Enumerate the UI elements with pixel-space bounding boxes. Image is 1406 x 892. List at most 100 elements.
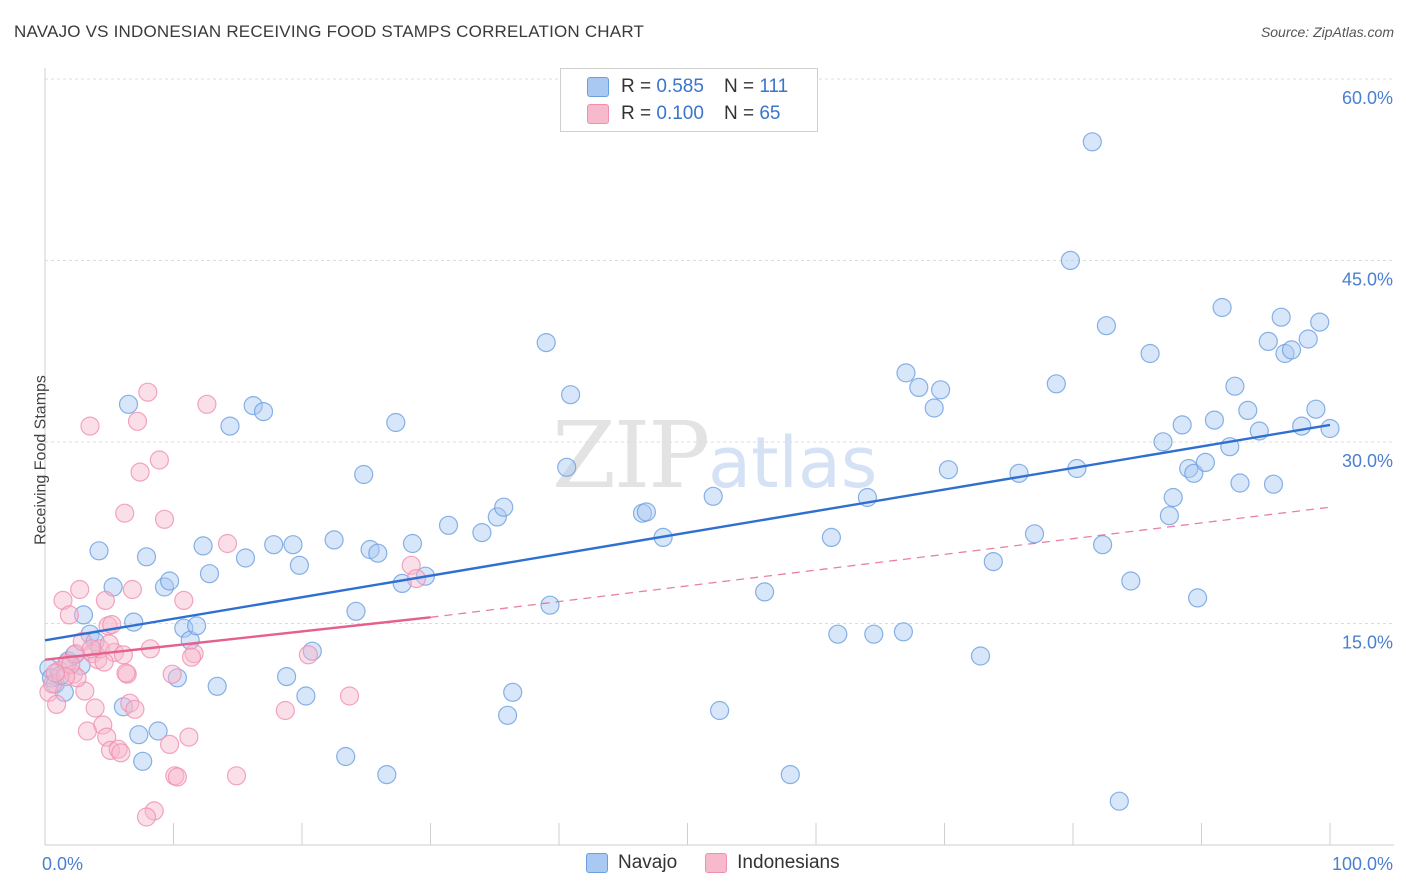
series-navajo [39,132,1340,811]
data-point-navajo [1092,535,1113,555]
legend-n-label: N = [723,103,755,124]
legend-r-value: 0.585 [656,76,704,97]
y-tick-label: 60.0% [1342,88,1393,108]
data-point-indonesians [46,694,67,715]
data-point-indonesians [226,766,247,786]
data-point-navajo [1310,312,1330,332]
data-point-indonesians [138,382,158,402]
data-point-navajo [1140,343,1160,364]
data-point-navajo [154,577,175,597]
trend-line-indonesians [44,616,431,661]
data-point-indonesians [122,579,142,600]
data-point-navajo [199,564,220,584]
legend-swatch-navajo [587,77,609,97]
correlation-legend: R = 0.585 N = 111 R = 0.100 N = 65 [560,68,818,132]
data-point-navajo [1320,418,1340,439]
data-point-indonesians [59,605,80,625]
data-point-navajo [113,697,134,717]
data-point-navajo [1258,331,1278,351]
data-point-indonesians [275,700,295,721]
legend-swatch-indonesians [587,104,609,124]
legend-row-indonesians: R = 0.100 N = 65 [587,102,780,126]
data-point-navajo [503,682,523,702]
data-point-navajo [1306,399,1326,419]
data-point-navajo [136,547,157,567]
data-point-navajo [703,486,723,506]
data-point-navajo [1096,316,1117,336]
data-point-indonesians [136,807,157,827]
series-swatch-navajo [586,853,608,873]
data-point-indonesians [120,693,140,713]
data-point-navajo [253,402,274,422]
data-point-navajo [970,646,991,666]
data-point-navajo [235,548,256,568]
chart-title: NAVAJO VS INDONESIAN RECEIVING FOOD STAM… [14,22,645,41]
series-label-indonesians: Indonesians [737,852,840,873]
data-point-navajo [1225,376,1245,396]
x-tick-label: 0.0% [42,854,83,874]
watermark-zip: ZIP [552,402,710,509]
data-point-navajo [1204,410,1225,430]
data-point-navajo [336,746,356,767]
data-point-indonesians [116,663,136,683]
data-point-indonesians [95,590,116,611]
legend-r-label: R = [621,103,652,124]
data-point-indonesians [339,686,360,706]
data-point-indonesians [127,411,148,431]
y-tick-label: 30.0% [1342,451,1393,471]
data-point-navajo [1281,340,1302,360]
data-point-navajo [1046,374,1066,394]
data-point-navajo [346,601,366,621]
data-point-navajo [148,721,168,741]
data-point-navajo [1009,463,1029,483]
data-point-navajo [1082,132,1102,152]
data-point-indonesians [117,664,137,684]
data-point-navajo [129,725,149,745]
data-point-indonesians [111,743,131,763]
data-point-indonesians [85,698,105,718]
data-point-navajo [780,764,800,785]
data-point-navajo [1060,250,1081,270]
data-point-navajo [893,622,914,642]
data-point-indonesians [149,450,169,470]
data-point-indonesians [45,663,65,683]
data-point-navajo [896,363,916,383]
data-point-navajo [1238,400,1258,420]
data-point-navajo [1153,432,1173,452]
data-point-indonesians [66,643,86,664]
data-point-indonesians [179,727,199,747]
legend-row-navajo: R = 0.585 N = 111 [587,75,788,99]
data-point-navajo [1187,588,1208,608]
data-point-indonesians [125,699,145,719]
data-point-navajo [220,416,240,436]
series-legend-indonesians: Indonesians [705,852,840,874]
data-point-navajo [1271,307,1291,327]
data-point-indonesians [115,503,135,523]
data-point-navajo [207,676,227,696]
data-point-indonesians [298,645,318,665]
data-point-navajo [1109,791,1129,811]
trend-layer [44,423,1331,661]
data-point-navajo [324,530,344,550]
x-tick-label: 100.0% [1332,854,1393,874]
data-point-navajo [557,457,577,477]
data-point-indonesians [154,509,175,529]
data-point-navajo [828,624,848,644]
data-point-navajo [1292,416,1312,436]
trend-extension-indonesians [430,506,1331,618]
data-point-indonesians [162,664,182,684]
data-point-navajo [118,394,139,414]
data-point-navajo [709,700,730,721]
data-point-navajo [494,497,514,517]
data-point-navajo [1263,474,1284,494]
data-point-indonesians [167,767,187,787]
data-point-navajo [1159,506,1180,526]
data-point-navajo [283,535,303,555]
data-point-navajo [289,555,309,575]
data-point-navajo [124,612,144,632]
trend-line-navajo [44,423,1331,642]
data-point-navajo [296,686,316,706]
data-point-navajo [754,582,775,602]
data-point-navajo [160,571,180,591]
